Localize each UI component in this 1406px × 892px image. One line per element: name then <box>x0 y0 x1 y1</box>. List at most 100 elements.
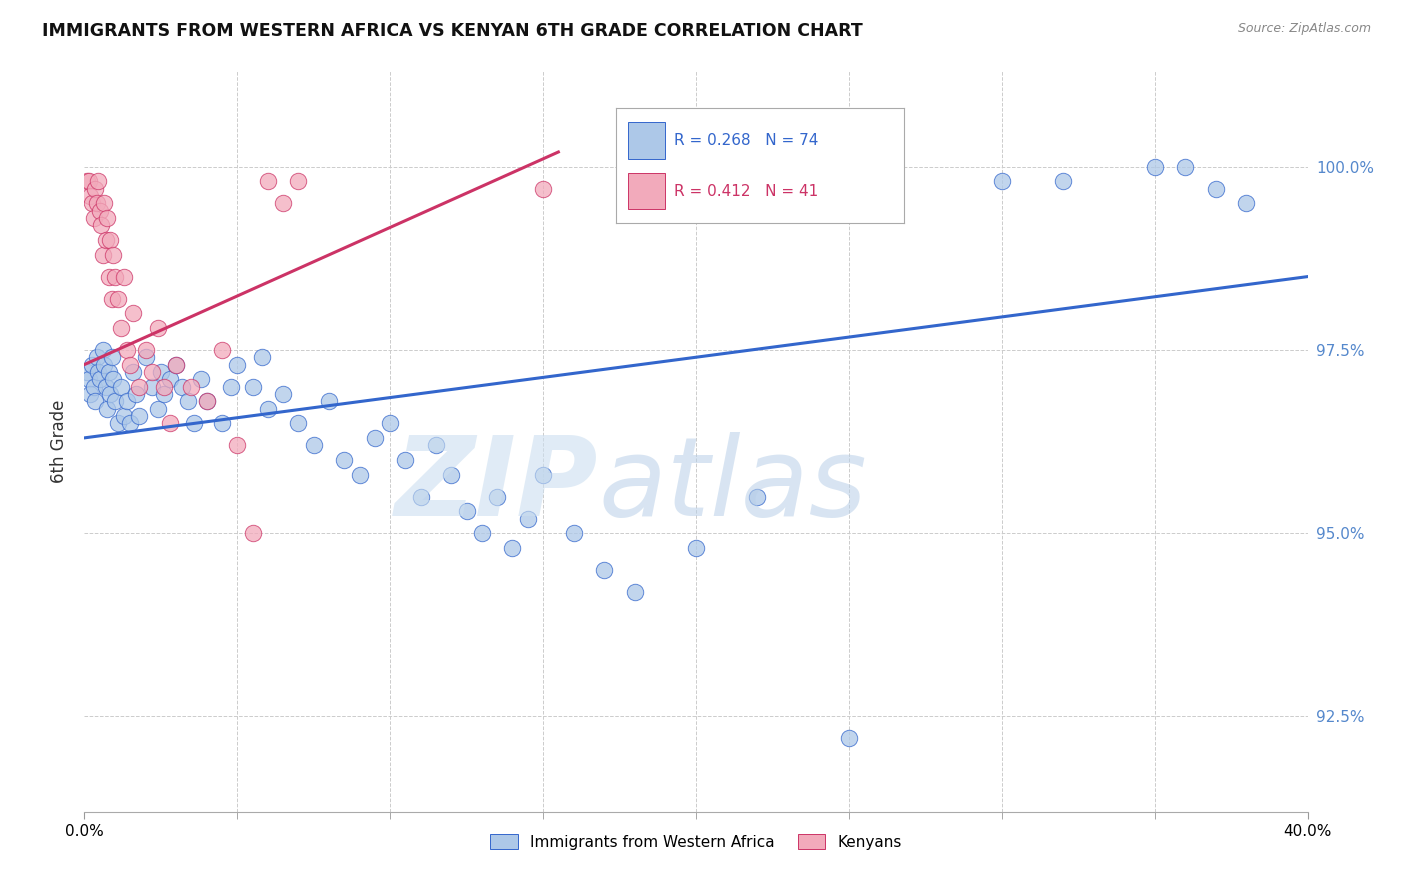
Point <box>349 467 371 482</box>
Point <box>103 247 125 261</box>
Point <box>80 358 103 372</box>
Point <box>107 416 129 430</box>
Point <box>1143 160 1166 174</box>
Point <box>838 731 860 746</box>
Point <box>502 541 524 555</box>
Point <box>195 394 218 409</box>
Text: Source: ZipAtlas.com: Source: ZipAtlas.com <box>1237 22 1371 36</box>
Point <box>146 321 169 335</box>
Point <box>107 292 129 306</box>
Point <box>190 372 212 386</box>
Point <box>271 387 294 401</box>
Point <box>104 394 127 409</box>
Point <box>120 358 142 372</box>
Point <box>149 365 172 379</box>
Point <box>287 416 309 430</box>
Point <box>76 174 98 188</box>
Point <box>135 350 157 364</box>
Point <box>84 181 107 195</box>
Point <box>77 174 100 188</box>
Point <box>77 372 100 386</box>
Point <box>86 196 108 211</box>
Point <box>271 196 294 211</box>
Point <box>89 203 111 218</box>
Point <box>153 387 176 401</box>
Point <box>91 343 114 357</box>
Point <box>80 196 103 211</box>
Point <box>1052 174 1074 188</box>
Point <box>84 394 107 409</box>
Point <box>98 387 121 401</box>
Text: IMMIGRANTS FROM WESTERN AFRICA VS KENYAN 6TH GRADE CORRELATION CHART: IMMIGRANTS FROM WESTERN AFRICA VS KENYAN… <box>42 22 863 40</box>
Point <box>531 181 554 195</box>
Point <box>516 511 538 525</box>
Point <box>89 372 111 386</box>
Point <box>87 174 110 188</box>
Point <box>257 401 280 416</box>
Point <box>153 379 176 393</box>
Point <box>333 453 356 467</box>
Point <box>180 379 202 393</box>
Point <box>456 504 478 518</box>
Point <box>141 365 163 379</box>
Point <box>79 189 101 203</box>
Point <box>172 379 194 393</box>
Point <box>110 321 132 335</box>
Point <box>103 372 125 386</box>
Point <box>112 409 135 423</box>
Point <box>101 350 124 364</box>
Point <box>364 431 387 445</box>
Y-axis label: 6th Grade: 6th Grade <box>51 400 69 483</box>
Point <box>177 394 200 409</box>
Point <box>1174 160 1197 174</box>
Point <box>159 416 181 430</box>
Point <box>165 358 187 372</box>
Point <box>93 196 115 211</box>
Point <box>747 490 769 504</box>
Point <box>409 490 432 504</box>
Point <box>318 394 340 409</box>
Point <box>440 467 463 482</box>
Point <box>562 526 585 541</box>
Point <box>250 350 273 364</box>
Point <box>165 358 187 372</box>
Point <box>287 174 309 188</box>
Point <box>122 306 145 320</box>
Point <box>90 219 112 233</box>
Point <box>425 438 447 452</box>
Point <box>226 438 249 452</box>
Point <box>86 350 108 364</box>
Point <box>97 365 120 379</box>
Point <box>97 269 120 284</box>
Point <box>96 401 118 416</box>
Point <box>94 379 117 393</box>
Point <box>76 365 98 379</box>
Point <box>87 365 110 379</box>
Point <box>226 358 249 372</box>
Text: atlas: atlas <box>598 433 866 540</box>
Point <box>96 211 118 225</box>
Point <box>146 401 169 416</box>
Point <box>79 387 101 401</box>
Point <box>593 563 616 577</box>
Point <box>94 233 117 247</box>
Point <box>242 526 264 541</box>
Point <box>471 526 494 541</box>
Point <box>211 343 233 357</box>
Point <box>125 387 148 401</box>
Point <box>159 372 181 386</box>
Point <box>93 358 115 372</box>
Point <box>1205 181 1227 195</box>
Legend: Immigrants from Western Africa, Kenyans: Immigrants from Western Africa, Kenyans <box>484 828 908 856</box>
Point <box>115 343 138 357</box>
Point <box>112 269 135 284</box>
Point <box>98 233 121 247</box>
Point <box>183 416 205 430</box>
Point <box>242 379 264 393</box>
Point <box>219 379 242 393</box>
Point <box>991 174 1014 188</box>
Point <box>104 269 127 284</box>
Point <box>122 365 145 379</box>
Point <box>380 416 402 430</box>
Point <box>195 394 218 409</box>
